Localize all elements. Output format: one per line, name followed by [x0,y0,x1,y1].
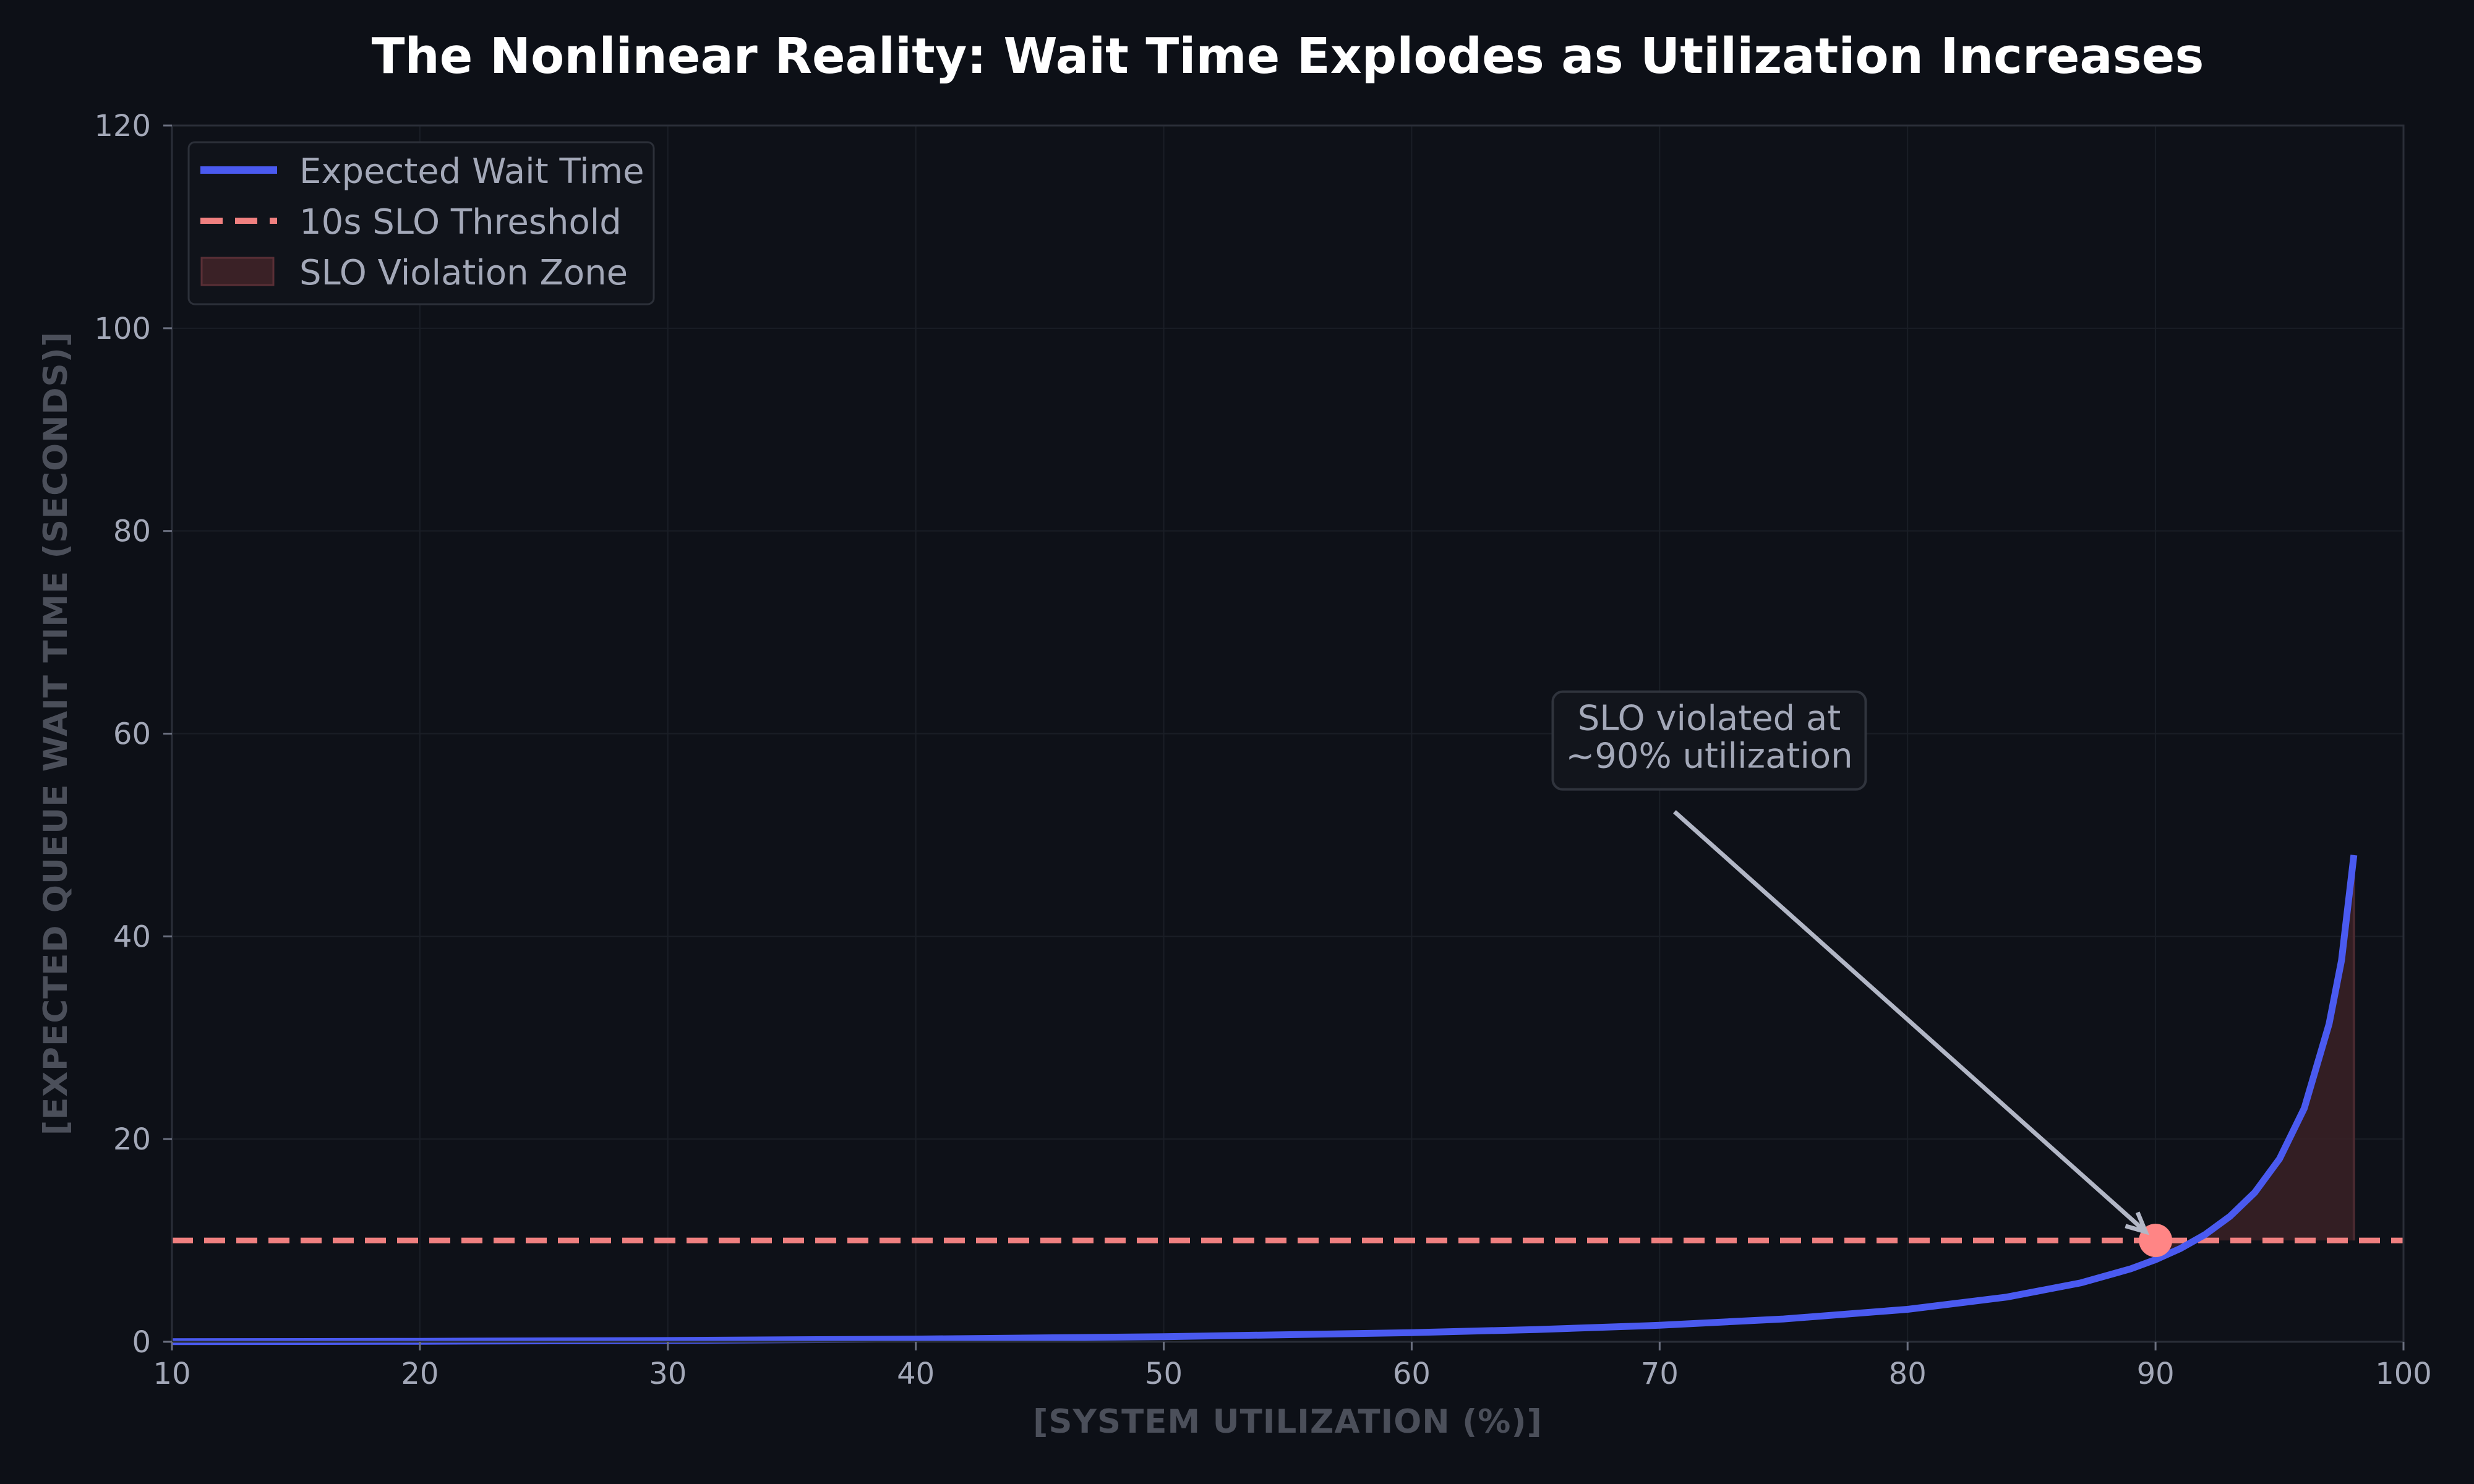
ticks: 10 20 30 40 50 60 70 80 90 100 0 20 40 60 80 100 120 [94,109,2431,1391]
legend-box [187,141,655,305]
annotation-arrowhead [2125,1211,2150,1235]
x-tick-label-40: 40 [897,1357,935,1391]
y-tick-label-80: 80 [113,514,151,549]
x-tick-label-90: 90 [2137,1357,2175,1391]
y-axis-label: [EXPECTED QUEUE WAIT TIME (SECONDS)] [37,331,75,1135]
y-tick-label-120: 120 [94,109,151,143]
annotation-box [1551,690,1867,791]
x-tick-label-50: 50 [1145,1357,1183,1391]
legend-label-wait-time: Expected Wait Time [299,151,644,192]
annotation-line-1: SLO violated at [1578,699,1841,739]
x-tick-label-10: 10 [153,1357,190,1391]
y-tick-label-40: 40 [113,919,151,954]
annotation-line-2: ~90% utilization [1565,736,1852,777]
annotation-layer: SLO violated at~90% utilization [1551,690,2150,1235]
x-tick-label-80: 80 [1889,1357,1927,1391]
expected-wait-time-line [171,855,2358,1345]
legend-label-violation-zone: SLO Violation Zone [299,253,628,293]
y-tick-label-20: 20 [113,1122,151,1157]
x-tick-label-30: 30 [649,1357,687,1391]
legend-label-slo-threshold: 10s SLO Threshold [299,202,622,242]
x-tick-label-20: 20 [401,1357,439,1391]
x-tick-label-100: 100 [2375,1357,2432,1391]
x-tick-label-70: 70 [1641,1357,1679,1391]
legend-swatch-violation-zone [200,257,275,286]
y-tick-label-0: 0 [132,1325,151,1360]
y-tick-label-100: 100 [94,312,151,346]
y-tick-label-60: 60 [113,717,151,752]
annotation-arrow [1673,810,2147,1234]
legend: Expected Wait Time 10s SLO Threshold SLO… [187,141,655,305]
violation-zone-layer [2155,855,2355,1260]
chart-title: The Nonlinear Reality: Wait Time Explode… [372,28,2204,85]
x-axis-label: [SYSTEM UTILIZATION (%)] [1033,1403,1543,1441]
x-tick-label-60: 60 [1393,1357,1431,1391]
violation-zone-area [2155,855,2354,1260]
